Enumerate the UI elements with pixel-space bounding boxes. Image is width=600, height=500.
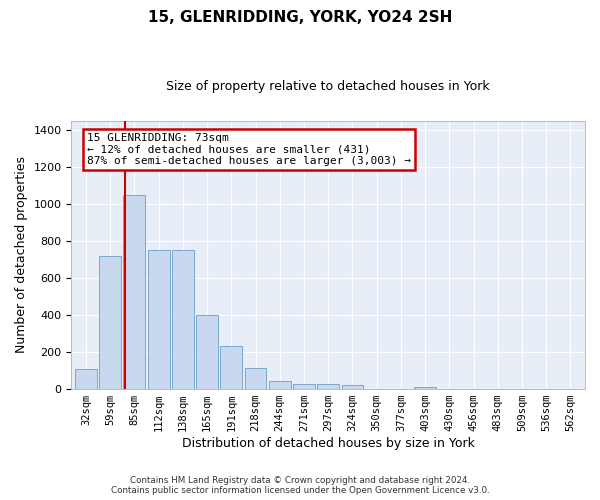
Text: 15, GLENRIDDING, YORK, YO24 2SH: 15, GLENRIDDING, YORK, YO24 2SH xyxy=(148,10,452,25)
Bar xyxy=(245,368,266,389)
Bar xyxy=(293,384,315,389)
Bar xyxy=(99,256,121,389)
Bar xyxy=(269,380,290,389)
Text: Contains HM Land Registry data © Crown copyright and database right 2024.
Contai: Contains HM Land Registry data © Crown c… xyxy=(110,476,490,495)
Text: 15 GLENRIDDING: 73sqm
← 12% of detached houses are smaller (431)
87% of semi-det: 15 GLENRIDDING: 73sqm ← 12% of detached … xyxy=(87,132,411,166)
Y-axis label: Number of detached properties: Number of detached properties xyxy=(15,156,28,354)
Bar xyxy=(317,384,339,389)
Bar xyxy=(75,370,97,389)
Bar xyxy=(414,386,436,389)
Bar xyxy=(196,315,218,389)
Bar xyxy=(220,346,242,389)
Bar xyxy=(148,250,170,389)
Bar xyxy=(124,194,145,389)
Bar xyxy=(341,386,364,389)
Title: Size of property relative to detached houses in York: Size of property relative to detached ho… xyxy=(166,80,490,93)
X-axis label: Distribution of detached houses by size in York: Distribution of detached houses by size … xyxy=(182,437,475,450)
Bar xyxy=(172,250,194,389)
